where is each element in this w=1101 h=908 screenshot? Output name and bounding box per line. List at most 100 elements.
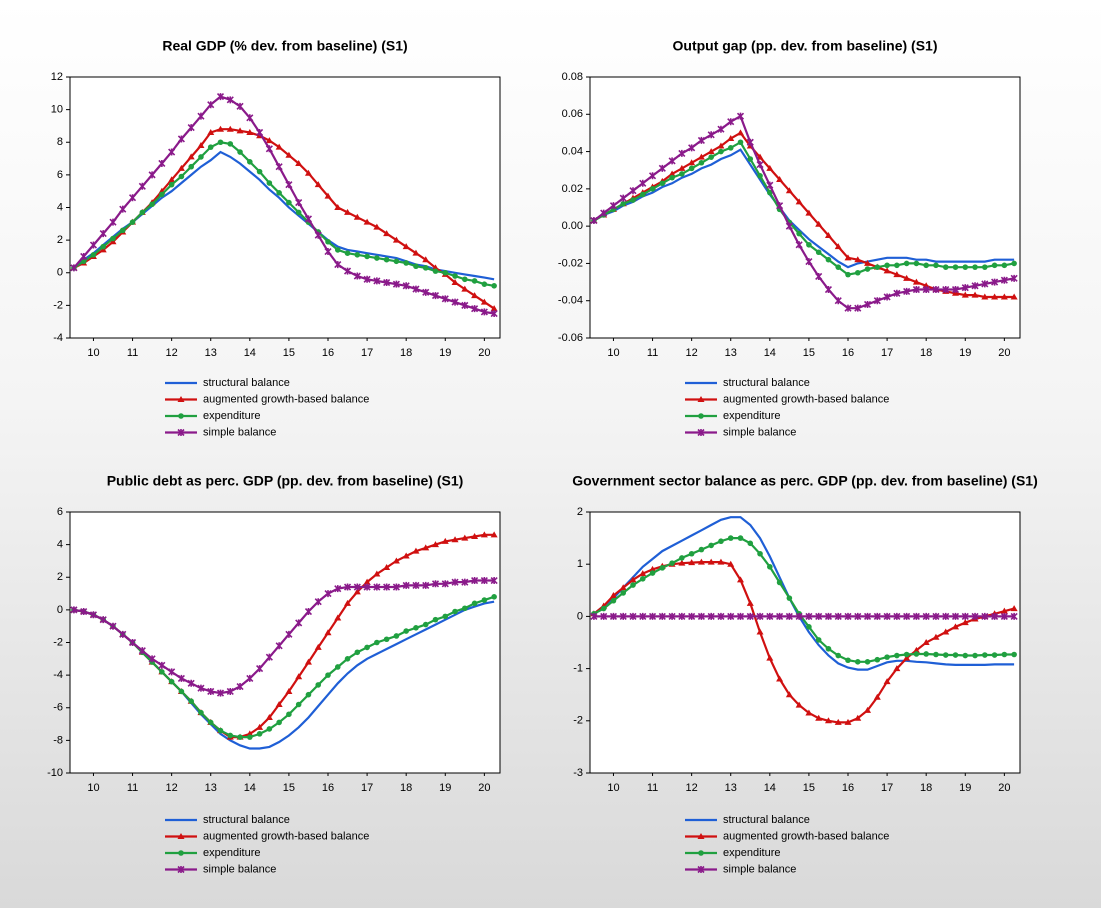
marker — [630, 582, 636, 588]
marker — [481, 281, 488, 287]
marker — [679, 555, 685, 561]
marker — [932, 633, 940, 640]
y-tick-label: -3 — [573, 767, 583, 779]
marker — [991, 652, 998, 658]
marker — [639, 191, 646, 198]
marker — [678, 149, 686, 158]
marker — [402, 581, 410, 589]
marker — [138, 182, 146, 190]
y-tick-label: -6 — [53, 702, 63, 714]
marker — [698, 850, 704, 856]
marker — [158, 661, 166, 669]
marker — [698, 546, 705, 553]
marker — [942, 628, 950, 635]
y-tick-label: -4 — [53, 332, 63, 344]
chart: Government sector balance as perc. GDP (… — [572, 473, 1038, 876]
marker — [883, 267, 891, 274]
marker — [815, 637, 822, 643]
marker — [471, 576, 479, 585]
marker — [432, 616, 439, 623]
marker — [393, 258, 400, 265]
y-tick-label: 0.06 — [562, 108, 583, 120]
y-tick-label: 0.00 — [562, 220, 583, 232]
marker — [737, 576, 744, 583]
marker — [649, 186, 656, 192]
marker — [903, 260, 910, 267]
marker — [138, 647, 146, 655]
marker — [89, 611, 98, 619]
marker — [246, 114, 254, 122]
marker — [942, 264, 949, 270]
marker — [295, 199, 303, 207]
x-tick-label: 12 — [166, 782, 178, 794]
marker — [207, 128, 215, 135]
marker — [334, 204, 342, 210]
marker — [805, 709, 813, 716]
marker — [471, 305, 479, 313]
marker — [216, 93, 225, 101]
marker — [796, 230, 802, 237]
marker — [658, 164, 666, 172]
y-tick-label: 0 — [577, 610, 583, 622]
legend-label: expenditure — [723, 410, 781, 422]
marker — [668, 170, 676, 177]
marker — [619, 612, 627, 620]
marker — [893, 665, 901, 672]
y-tick-label: 2 — [57, 234, 63, 246]
x-tick-label: 15 — [803, 782, 815, 794]
marker — [304, 215, 313, 223]
legend-label: structural balance — [203, 814, 290, 826]
marker — [668, 612, 676, 620]
marker — [471, 278, 478, 284]
marker — [265, 137, 273, 144]
marker — [854, 304, 862, 312]
marker — [324, 192, 332, 199]
marker — [933, 262, 939, 269]
marker — [883, 678, 891, 685]
marker — [412, 285, 420, 293]
marker — [766, 654, 774, 661]
marker — [295, 159, 303, 166]
marker — [217, 727, 224, 734]
marker — [767, 189, 773, 196]
marker — [1000, 276, 1008, 284]
marker — [1010, 274, 1018, 282]
marker — [962, 264, 969, 270]
marker — [217, 139, 224, 146]
marker — [452, 273, 458, 279]
marker — [207, 719, 214, 726]
y-tick-label: -0.04 — [558, 295, 583, 307]
marker — [629, 187, 637, 195]
marker — [392, 236, 400, 243]
x-tick-label: 19 — [959, 347, 971, 359]
marker — [373, 277, 381, 285]
marker — [864, 659, 871, 665]
marker — [894, 262, 900, 269]
marker — [441, 580, 449, 588]
marker — [413, 263, 419, 270]
marker — [1000, 293, 1008, 300]
x-tick-label: 11 — [127, 782, 138, 794]
marker — [188, 163, 194, 170]
chart-title: Government sector balance as perc. GDP (… — [572, 473, 1038, 489]
marker — [922, 612, 930, 620]
marker — [708, 542, 714, 549]
marker — [658, 612, 666, 620]
marker — [1001, 262, 1008, 269]
marker — [717, 142, 725, 149]
marker — [129, 219, 136, 225]
marker — [854, 256, 862, 263]
legend-label: simple balance — [203, 426, 276, 438]
marker — [392, 583, 400, 591]
x-tick-label: 17 — [361, 782, 373, 794]
x-tick-label: 19 — [439, 347, 451, 359]
marker — [756, 161, 764, 169]
marker — [431, 580, 440, 588]
marker — [226, 96, 234, 104]
marker — [639, 576, 646, 582]
marker — [178, 173, 185, 180]
marker — [824, 285, 833, 294]
x-tick-label: 16 — [322, 347, 334, 359]
marker — [491, 283, 497, 289]
